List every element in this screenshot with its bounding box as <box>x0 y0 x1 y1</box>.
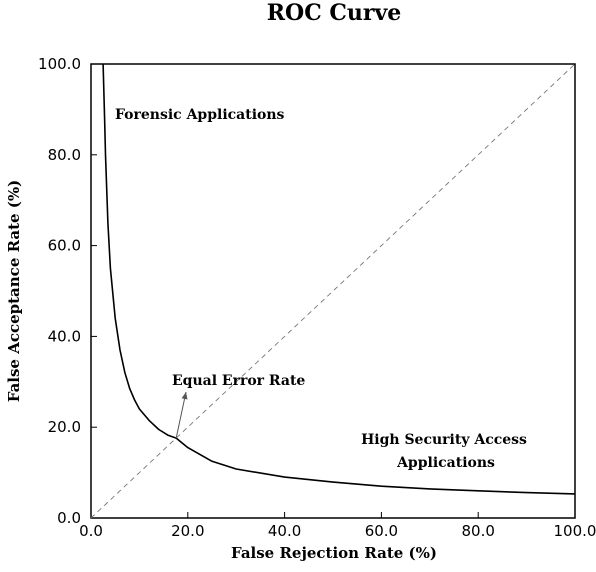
x-axis-ticks: 0.0 20.0 40.0 60.0 80.0 100.0 <box>79 512 596 540</box>
diagonal-reference-line <box>90 63 576 519</box>
x-tick-label: 40.0 <box>268 522 301 540</box>
x-tick-label: 100.0 <box>554 522 596 540</box>
y-tick-label: 60.0 <box>48 237 81 255</box>
y-tick-label: 80.0 <box>48 146 81 164</box>
x-tick-label: 60.0 <box>365 522 398 540</box>
x-tick-label: 20.0 <box>171 522 204 540</box>
equal-error-rate-arrowhead <box>181 392 188 400</box>
annotation-high-security-line2: Applications <box>396 455 495 471</box>
annotation-high-security-line1: High Security Access <box>361 432 527 448</box>
y-tick-label: 100.0 <box>38 55 81 73</box>
x-tick-label: 0.0 <box>79 522 103 540</box>
y-axis-ticks: 0.0 20.0 40.0 60.0 80.0 100.0 <box>38 55 97 527</box>
y-tick-label: 20.0 <box>48 418 81 436</box>
annotation-forensic-applications: Forensic Applications <box>115 107 285 123</box>
annotation-equal-error-rate: Equal Error Rate <box>172 373 305 389</box>
plot-frame <box>90 63 576 519</box>
x-axis-label: False Rejection Rate (%) <box>231 544 437 562</box>
equal-error-rate-arrow <box>175 391 187 439</box>
y-tick-label: 0.0 <box>57 509 81 527</box>
roc-curve-line <box>102 63 576 495</box>
y-axis-label: False Acceptance Rate (%) <box>5 180 23 403</box>
series-layer <box>90 63 576 519</box>
x-tick-label: 80.0 <box>461 522 494 540</box>
chart-title: ROC Curve <box>267 0 402 26</box>
y-tick-label: 40.0 <box>48 327 81 345</box>
